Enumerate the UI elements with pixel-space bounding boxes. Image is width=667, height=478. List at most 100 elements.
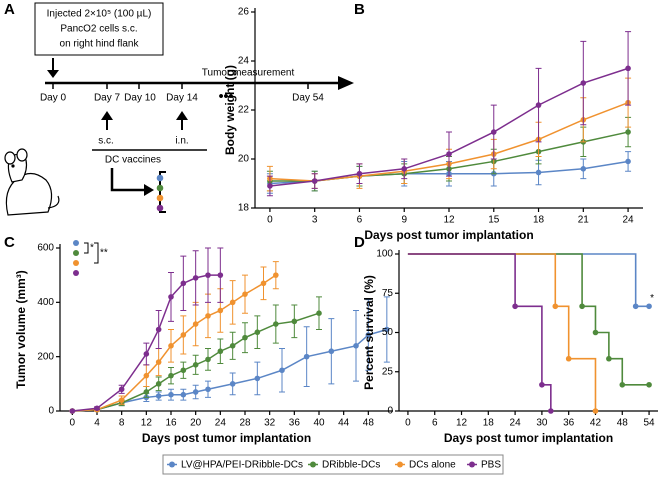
- point: [303, 353, 310, 360]
- day-label: Day 54: [292, 93, 324, 104]
- mouse: [4, 148, 60, 216]
- arrow-head: [101, 111, 113, 120]
- x-tick-label: 21: [578, 215, 590, 226]
- point: [205, 386, 211, 393]
- x-tick-label: 28: [239, 418, 251, 429]
- x-axis-label: Days post tumor implantation: [142, 431, 311, 445]
- key-dot: [73, 240, 79, 246]
- legend-marker: [310, 461, 316, 468]
- y-axis-label: Body weight (g): [223, 65, 237, 155]
- point: [565, 355, 572, 362]
- point: [229, 299, 236, 306]
- y-tick-label: 200: [37, 351, 54, 362]
- point: [192, 275, 199, 281]
- x-tick-label: 36: [563, 418, 575, 429]
- arrow: [110, 168, 146, 192]
- point: [580, 80, 587, 86]
- point: [143, 372, 150, 379]
- x-tick-label: 12: [141, 418, 153, 429]
- series: [407, 253, 599, 414]
- point: [205, 313, 211, 319]
- series: [69, 296, 390, 414]
- point: [446, 151, 452, 157]
- series: [407, 253, 652, 388]
- point: [260, 280, 267, 287]
- point: [365, 332, 372, 338]
- point: [606, 355, 612, 362]
- y-axis-label: Percent survival (%): [362, 275, 376, 390]
- arrow-head: [144, 184, 154, 196]
- day-label: Day 0: [40, 93, 67, 104]
- point: [168, 343, 174, 349]
- point: [254, 329, 261, 336]
- point: [217, 272, 224, 278]
- point: [273, 272, 279, 278]
- survival-line: [407, 253, 650, 308]
- x-tick-label: 4: [94, 418, 100, 429]
- point: [180, 332, 187, 338]
- bracket: [159, 171, 166, 213]
- ellipsis: •••: [219, 88, 234, 104]
- y-tick-label: 600: [37, 243, 54, 254]
- point: [401, 166, 408, 172]
- point: [353, 343, 359, 349]
- vaccine-dot: [156, 174, 164, 182]
- x-tick-label: 16: [165, 418, 177, 429]
- x-tick-label: 48: [363, 418, 375, 429]
- point: [155, 359, 162, 365]
- panel-label: D: [354, 234, 365, 251]
- y-tick-label: 50: [382, 327, 394, 338]
- point: [205, 272, 211, 278]
- panel-label: B: [354, 1, 365, 18]
- key-dot: [73, 260, 79, 266]
- point: [267, 183, 273, 189]
- y-tick-label: 400: [37, 297, 54, 308]
- injection-box: [34, 2, 164, 56]
- route-label: i.n.: [175, 136, 188, 147]
- line: [72, 274, 221, 412]
- point: [217, 348, 224, 355]
- legend-label: DRibble-DCs: [322, 460, 380, 471]
- point: [625, 65, 631, 72]
- point: [384, 326, 390, 333]
- arrow-head: [338, 76, 354, 90]
- point: [180, 367, 187, 374]
- key-dot: [73, 270, 79, 276]
- point: [254, 375, 261, 382]
- point: [316, 310, 322, 317]
- y-tick-label: 100: [376, 249, 393, 260]
- point: [155, 381, 162, 387]
- x-tick-label: 6: [357, 215, 363, 226]
- point: [646, 303, 652, 310]
- x-tick-label: 0: [405, 418, 411, 429]
- point: [625, 158, 631, 165]
- x-tick-label: 12: [443, 215, 455, 226]
- series: [69, 247, 224, 414]
- point: [192, 362, 199, 368]
- point: [118, 386, 125, 393]
- series: [407, 253, 652, 310]
- point: [192, 389, 199, 395]
- x-tick-label: 24: [623, 215, 635, 226]
- bracket: [94, 242, 99, 264]
- point: [205, 356, 211, 363]
- point: [180, 280, 187, 287]
- x-tick-label: 32: [264, 418, 276, 429]
- panel-label: C: [4, 234, 15, 251]
- point: [217, 307, 224, 314]
- timeline-ticks: [52, 83, 309, 89]
- vaccine-dot: [156, 204, 164, 212]
- point: [632, 303, 639, 310]
- point: [490, 129, 497, 135]
- point: [143, 389, 150, 395]
- x-tick-label: 48: [617, 418, 629, 429]
- point: [229, 343, 236, 349]
- point: [155, 326, 162, 333]
- legend-label: LV@HPA/PEI-DRibble-DCs: [181, 460, 303, 471]
- y-tick-label: 75: [382, 288, 394, 299]
- key-dot: [73, 250, 79, 256]
- x-tick-label: 18: [533, 215, 545, 226]
- point: [279, 367, 285, 374]
- survival-line: [407, 253, 552, 411]
